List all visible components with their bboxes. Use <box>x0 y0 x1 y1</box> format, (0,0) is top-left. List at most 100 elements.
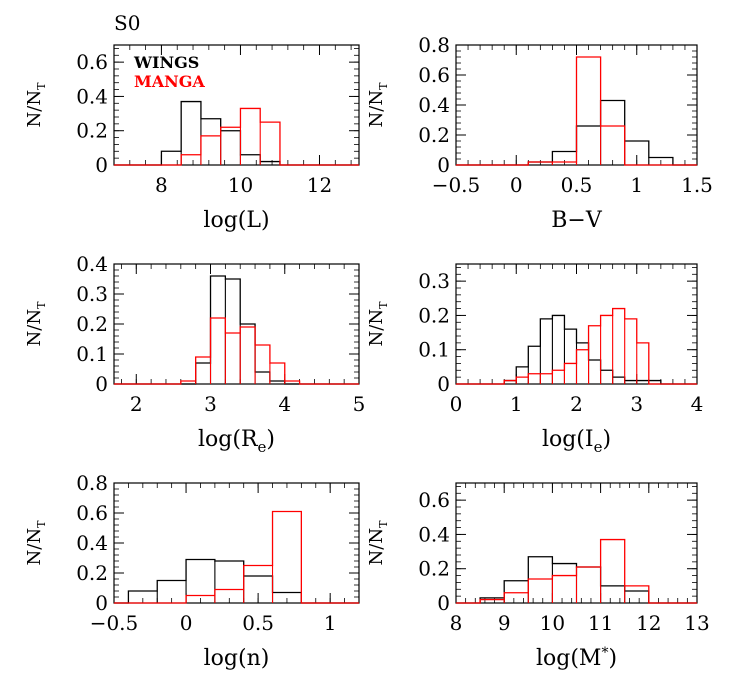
y-tick-label: 0.8 <box>418 33 450 57</box>
histogram-series-manga <box>114 317 359 385</box>
figure-title: S0 <box>114 11 140 35</box>
histogram-panel-3: 2 3 4 5 0 0.1 0.2 0.3 0.4 log(Re) N/NT <box>24 252 365 456</box>
x-tick-label: 11 <box>588 611 613 635</box>
histogram-series-wings <box>456 556 697 604</box>
y-tick-label: 0.3 <box>76 282 108 306</box>
y-tick-label: 0.2 <box>418 303 450 327</box>
x-axis-label-superscript: * <box>601 645 608 661</box>
y-axis-label-main: N/N <box>366 309 387 347</box>
y-tick-label: 0 <box>437 372 450 396</box>
histogram-series-wings <box>456 314 697 385</box>
x-axis-label-end: ) <box>266 427 275 452</box>
x-tick-label: 4 <box>691 392 704 416</box>
x-axis-label-subscript: e <box>594 438 603 456</box>
y-tick-label: 0.3 <box>418 269 450 293</box>
plot-frame <box>113 44 360 166</box>
y-axis-label-main: N/N <box>24 528 45 566</box>
x-tick-label: −0.5 <box>432 173 481 197</box>
y-tick-label: 0.2 <box>418 557 450 581</box>
histogram-series-wings <box>114 558 359 604</box>
x-tick-label: 9 <box>498 611 511 635</box>
y-tick-label: 0.2 <box>76 119 108 143</box>
x-tick-label: 3 <box>630 392 643 416</box>
y-tick-label: 0.4 <box>76 252 108 276</box>
x-tick-label: 0 <box>180 611 193 635</box>
y-tick-label: 0.2 <box>76 312 108 336</box>
y-axis-label-subscript: T <box>35 301 48 309</box>
histogram-series-manga <box>456 307 697 385</box>
y-tick-label: 0.4 <box>418 93 450 117</box>
legend-entry-manga: MANGA <box>134 72 205 91</box>
x-axis-label: B−V <box>551 208 603 233</box>
y-tick-label: 0.1 <box>76 342 108 366</box>
x-tick-label: 2 <box>570 392 583 416</box>
x-tick-label: 12 <box>307 173 332 197</box>
histogram-series-wings <box>114 100 359 166</box>
x-tick-label: 1 <box>510 392 523 416</box>
y-tick-label: 0.6 <box>76 50 108 74</box>
histogram-series-manga <box>114 510 359 604</box>
y-axis-label: N/NT <box>24 301 48 347</box>
legend-entry-wings: WINGS <box>133 53 199 72</box>
x-tick-label: 8 <box>155 173 168 197</box>
x-axis-label: log(n) <box>204 646 270 671</box>
histogram-series-manga <box>456 56 697 166</box>
x-tick-label: 3 <box>204 392 217 416</box>
y-axis-label-main: N/N <box>366 528 387 566</box>
y-tick-label: 0 <box>95 153 108 177</box>
y-axis-label-subscript: T <box>377 82 390 90</box>
x-tick-label: 0.5 <box>242 611 274 635</box>
x-tick-label: 0.5 <box>561 173 593 197</box>
y-tick-label: 0.6 <box>76 501 108 525</box>
plot-frame <box>113 482 360 604</box>
y-tick-label: 0.6 <box>418 63 450 87</box>
x-tick-label: −0.5 <box>90 611 139 635</box>
y-tick-label: 0.4 <box>418 522 450 546</box>
histogram-panel-6: 8 9 10 11 12 13 0 0.2 0.4 0.6 log(M*) N/NT <box>366 482 710 671</box>
y-axis-label-main: N/N <box>366 90 387 128</box>
x-tick-label: 0 <box>450 392 463 416</box>
x-tick-label: 5 <box>353 392 366 416</box>
histogram-series-wings <box>114 275 359 385</box>
y-tick-label: 0.2 <box>418 123 450 147</box>
x-tick-label: 1 <box>324 611 337 635</box>
x-tick-label: 12 <box>636 611 661 635</box>
y-tick-label: 0.4 <box>76 531 108 555</box>
histogram-panel-2: −0.5 0 0.5 1 1.500.20.40.60.8B−VN/NT <box>366 33 713 233</box>
x-tick-label: 2 <box>130 392 143 416</box>
y-tick-label: 0 <box>95 591 108 615</box>
y-tick-label: 0 <box>437 153 450 177</box>
y-axis-label: N/NT <box>366 82 390 128</box>
x-axis-label-main: log(M <box>536 646 601 671</box>
x-axis-label-main: log(R <box>198 427 259 452</box>
x-axis-label-end: ) <box>602 427 611 452</box>
y-axis-label: N/NT <box>366 520 390 566</box>
x-axis-label: log(Re) <box>198 427 275 456</box>
y-tick-label: 0 <box>95 372 108 396</box>
y-axis-label-main: N/N <box>24 90 45 128</box>
y-axis-label-subscript: T <box>35 520 48 528</box>
y-tick-label: 0.4 <box>76 84 108 108</box>
y-tick-label: 0.6 <box>418 488 450 512</box>
histogram-series-manga <box>114 107 359 166</box>
y-axis-label: N/NT <box>366 301 390 347</box>
histogram-panel-4: 0 1 2 3 4 0 0.1 0.2 0.3 log(Ie) N/NT <box>366 263 704 456</box>
x-tick-label: 10 <box>228 173 253 197</box>
y-axis-label-subscript: T <box>377 520 390 528</box>
histogram-series-manga <box>456 538 697 604</box>
y-axis-label: N/NT <box>24 82 48 128</box>
x-tick-label: 8 <box>450 611 463 635</box>
x-tick-label: 0 <box>510 173 523 197</box>
y-axis-label-subscript: T <box>35 82 48 90</box>
x-axis-label: log(Ie) <box>542 427 611 456</box>
y-axis-label: N/NT <box>24 520 48 566</box>
y-axis-label-main: N/N <box>24 309 45 347</box>
x-tick-label: 10 <box>540 611 565 635</box>
x-tick-label: 13 <box>684 611 709 635</box>
y-tick-label: 0 <box>437 591 450 615</box>
x-axis-label: log(M*) <box>536 645 617 671</box>
x-tick-label: 4 <box>278 392 291 416</box>
y-tick-label: 0.1 <box>418 338 450 362</box>
